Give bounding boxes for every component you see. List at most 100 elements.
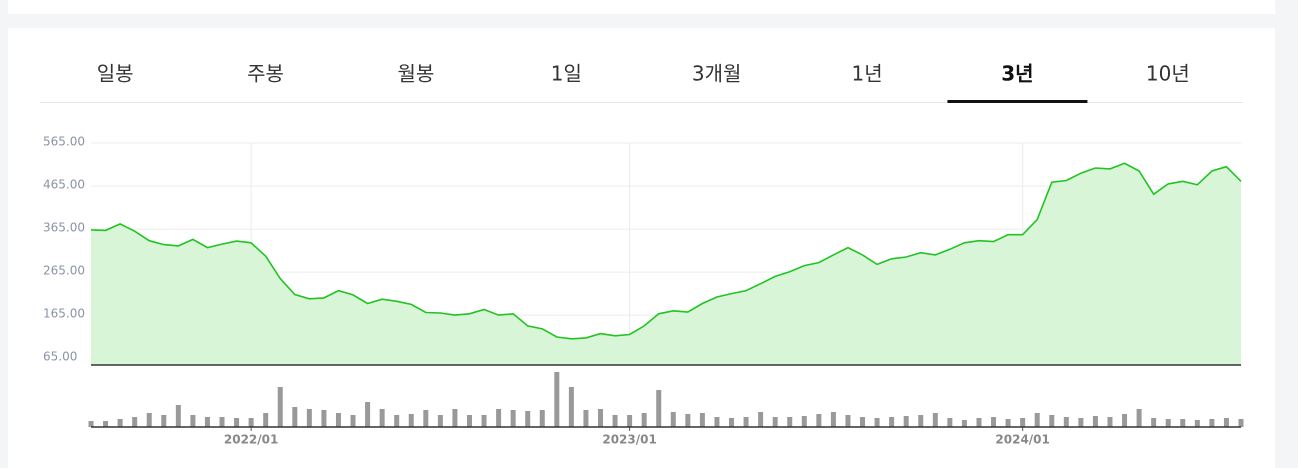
volume-bar — [1020, 418, 1026, 427]
volume-bar — [423, 410, 429, 427]
chart: 565.00 465.00 365.00 265.00 165.00 65.00 2022/… — [43, 135, 1244, 447]
volume-bar — [379, 409, 385, 427]
volume-bar — [117, 419, 123, 427]
volume-bar — [830, 412, 836, 427]
volume-bar — [758, 412, 764, 427]
tab[interactable]: 일봉 — [97, 62, 134, 86]
volume-bar — [350, 415, 356, 427]
volume-bar — [1049, 415, 1055, 427]
volume-bar — [743, 417, 749, 427]
volume-bar — [292, 407, 298, 427]
x-tick-label: 2024/01 — [995, 433, 1049, 447]
tab[interactable]: 3년 — [1001, 62, 1033, 86]
volume-bar — [306, 409, 312, 427]
area-fill — [91, 163, 1241, 365]
tab[interactable]: 월봉 — [398, 62, 435, 86]
volume-bar — [1238, 419, 1244, 427]
volume-bar — [947, 418, 953, 427]
price-line — [90, 162, 1242, 340]
y-tick-label: 365.00 — [43, 221, 85, 235]
volume-bar — [801, 416, 807, 427]
volume-bar — [597, 409, 603, 427]
volume-bar — [641, 413, 647, 427]
y-tick-label: 165.00 — [43, 307, 85, 321]
tab[interactable]: 1년 — [852, 62, 883, 86]
volume-bar — [1209, 419, 1215, 427]
volume-bar — [496, 409, 502, 427]
volume-bar — [539, 410, 545, 427]
volume-bar — [132, 417, 138, 427]
volume-bar — [729, 418, 735, 427]
volume-bar — [1034, 413, 1040, 427]
volume-bar — [88, 421, 94, 427]
volume-bar — [525, 411, 531, 427]
x-tick-label: 2022/01 — [224, 433, 278, 447]
volume-bar — [656, 390, 662, 427]
volume-bar — [976, 418, 982, 427]
volume-bar — [787, 417, 793, 427]
volume-bar — [408, 414, 414, 427]
volume-bar — [1136, 409, 1142, 427]
tab-underline — [947, 100, 1088, 103]
volume-bar — [204, 417, 210, 427]
volume-bar — [554, 372, 560, 427]
volume-bar — [335, 413, 341, 427]
volume-bar — [685, 414, 691, 427]
top-card — [8, 0, 1275, 14]
volume-bar — [1165, 419, 1171, 427]
tab[interactable]: 1일 — [551, 62, 582, 86]
volume-bar — [583, 410, 589, 427]
volume-bar — [1107, 417, 1113, 427]
volume-bar — [1092, 416, 1098, 427]
volume-bar — [103, 421, 109, 427]
volume-bar — [1078, 418, 1084, 427]
volume-bar — [860, 417, 866, 427]
volume-bar — [714, 417, 720, 427]
volume-bar — [874, 418, 880, 427]
volume-bar — [481, 415, 487, 427]
volume-bar — [190, 415, 196, 427]
volume-bar — [816, 414, 822, 427]
volume-bar — [277, 387, 283, 427]
volume-bar — [627, 415, 633, 427]
volume-bar — [612, 415, 618, 427]
volume-bar — [1151, 418, 1157, 427]
tab[interactable]: 3개월 — [692, 62, 742, 86]
volume-bar — [961, 420, 967, 427]
volume-bar — [903, 416, 909, 427]
x-tick-label: 2023/01 — [602, 433, 656, 447]
volume-bar — [175, 405, 181, 427]
volume-bar — [699, 413, 705, 427]
volume-bar — [889, 417, 895, 427]
volume-bar — [1122, 414, 1128, 427]
volume-bar — [991, 417, 997, 427]
volume-bar — [234, 418, 240, 427]
volume-bar — [568, 387, 574, 427]
volume-bar — [394, 415, 400, 427]
tab-bar: 일봉 주봉 월봉 1일 3개월 1년 3년 10년 — [97, 62, 1190, 103]
y-tick-label: 265.00 — [43, 264, 85, 278]
tab[interactable]: 주봉 — [247, 62, 284, 86]
volume-bar — [263, 413, 269, 427]
volume-bar — [1194, 420, 1200, 427]
y-tick-label: 565.00 — [43, 135, 85, 149]
volume-bar — [321, 410, 327, 427]
volume-bar — [466, 415, 472, 427]
volume-bar — [772, 417, 778, 427]
volume-bar — [146, 413, 152, 427]
volume-bar — [219, 417, 225, 427]
volume-bar — [248, 418, 254, 427]
volume-bar — [1180, 419, 1186, 427]
volume-bar — [452, 409, 458, 427]
volume-bar — [161, 415, 167, 427]
volume-bar — [510, 410, 516, 427]
tab[interactable]: 10년 — [1146, 62, 1190, 86]
volume-bar — [1005, 419, 1011, 427]
volume-bar — [437, 415, 443, 427]
volume-bar — [670, 412, 676, 427]
volume-bar — [1063, 417, 1069, 427]
y-tick-label: 465.00 — [43, 178, 85, 192]
volume-bar — [1223, 418, 1229, 427]
